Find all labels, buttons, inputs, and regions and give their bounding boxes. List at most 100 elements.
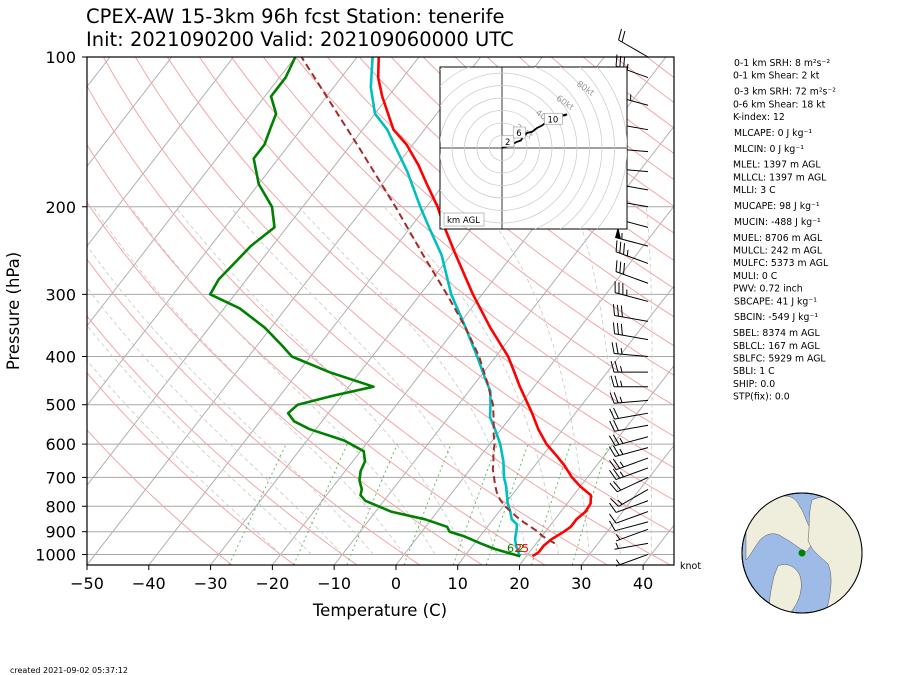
dry-adiabat	[262, 57, 674, 407]
hodograph-height-label: 10	[548, 115, 559, 125]
hodograph-ring	[451, 97, 553, 199]
hodograph-label-box	[443, 212, 485, 227]
hodograph-inset: 20kt40kt60kt80kt2610 km AGL	[439, 66, 628, 230]
hodograph-ring	[476, 122, 528, 174]
wetbulb-profile	[369, 57, 522, 557]
hodograph-height-label: 2	[505, 138, 510, 148]
dry-adiabat	[87, 315, 358, 565]
moist-adiabat	[298, 206, 529, 555]
x-tick-label: 0	[391, 574, 401, 593]
station-marker	[798, 549, 806, 557]
x-axis-label: Temperature (C)	[312, 601, 447, 620]
wind-barb	[610, 488, 649, 507]
wind-barb	[615, 528, 649, 542]
hodograph-ring	[440, 67, 590, 229]
moist-adiabat	[481, 206, 590, 555]
wind-barb	[614, 542, 649, 550]
parcel-profile	[300, 57, 556, 545]
index-line: 0-6 km Shear: 18 kt	[733, 99, 826, 110]
land-south-america	[769, 564, 802, 613]
moist-adiabat	[130, 206, 436, 555]
mixing-ratio-line	[531, 443, 571, 565]
y-tick-label: 500	[45, 396, 76, 415]
index-line: SHIP: 0.0	[733, 379, 775, 390]
moist-adiabat	[87, 244, 374, 555]
chart-title-line1: CPEX-AW 15-3km 96h fcst Station: tenerif…	[86, 5, 505, 28]
x-tick-label: 30	[571, 574, 591, 593]
index-line: 0-3 km SRH: 72 m²s⁻²	[734, 87, 836, 98]
axis-ticks: −50 −40 −30 −20 −10 0 10 20 30 40 100 200 300 400 500 6…	[35, 48, 653, 593]
isotherm-line	[87, 57, 234, 247]
y-tick-label: 1000	[35, 545, 76, 564]
wind-barb	[609, 467, 649, 481]
x-tick-label: 20	[509, 574, 529, 593]
wind-barb	[615, 260, 649, 284]
isotherm-line	[87, 57, 296, 327]
y-tick-label: 800	[45, 497, 76, 516]
isotherm-line	[87, 57, 420, 487]
dry-adiabat	[166, 57, 674, 501]
hodograph-ring	[579, 67, 615, 229]
wind-barb	[615, 240, 649, 264]
dry-adiabat	[358, 57, 674, 318]
wind-barb	[615, 226, 649, 247]
index-line: 0-1 km SRH: 8 m²s⁻²	[734, 58, 830, 69]
index-line: MLLI: 3 C	[733, 185, 776, 196]
mixing-ratio-line	[293, 443, 348, 565]
wind-barb	[609, 500, 649, 513]
index-line: K-index: 12	[733, 112, 785, 123]
moist-adiabat	[383, 206, 559, 555]
location-globe	[741, 492, 863, 614]
mixing-ratio-line	[571, 443, 609, 565]
dry-adiabat	[102, 57, 671, 565]
dry-adiabat	[390, 57, 674, 289]
index-line: MUCIN: -488 J kg⁻¹	[734, 217, 821, 228]
hodograph-ring	[440, 85, 565, 211]
hodograph-ring	[464, 110, 540, 186]
hodograph-trace	[501, 113, 568, 149]
wind-barb	[615, 553, 649, 567]
moist-adiabat	[646, 206, 653, 555]
dry-adiabat	[87, 258, 420, 565]
wind-barb	[609, 419, 649, 432]
dry-adiabat	[87, 201, 483, 565]
wind-barb	[612, 322, 649, 341]
moist-adiabat	[87, 359, 281, 555]
index-line: MLEL: 1397 m AGL	[733, 160, 821, 171]
wind-barb	[610, 360, 648, 373]
index-line: MULFC: 5373 m AGL	[733, 258, 829, 269]
index-line: SBLCL: 167 m AGL	[733, 341, 820, 352]
wind-barb	[608, 520, 649, 532]
isotherm-line	[87, 57, 358, 407]
dry-adiabat	[230, 57, 674, 437]
dry-adiabat	[87, 143, 546, 565]
hodograph-corner-label: km AGL	[447, 216, 480, 226]
x-tick-label: −10	[317, 574, 351, 593]
y-tick-label: 900	[45, 523, 76, 542]
wind-barb	[609, 457, 649, 471]
index-line: MULCL: 242 m AGL	[733, 246, 823, 257]
dry-adiabat	[87, 429, 233, 565]
wind-barb	[610, 375, 648, 388]
x-tick-label: −40	[132, 574, 166, 593]
wind-barb	[608, 434, 649, 447]
dry-adiabat	[87, 84, 608, 565]
index-line: PWV: 0.72 inch	[733, 284, 803, 295]
isotherm-line	[519, 364, 674, 565]
mixing-ratio-line	[346, 443, 398, 565]
index-line: MULI: 0 C	[733, 271, 777, 282]
created-timestamp: created 2021-09-02 05:37:12	[10, 666, 128, 675]
wind-barb	[609, 476, 649, 493]
index-line: MLCIN: 0 J kg⁻¹	[734, 144, 804, 155]
isotherm-line	[87, 57, 173, 168]
x-tick-label: 10	[448, 574, 468, 593]
index-line: SBCIN: -549 J kg⁻¹	[734, 312, 818, 323]
isotherm-line	[395, 205, 674, 565]
index-line: MLLCL: 1397 m AGL	[733, 172, 827, 183]
dry-adiabat	[134, 57, 674, 534]
wind-barb	[609, 392, 649, 404]
wind-barb	[608, 445, 649, 457]
surface-dewpoint-label: 6.2	[507, 542, 525, 555]
plot-frame	[86, 56, 675, 566]
